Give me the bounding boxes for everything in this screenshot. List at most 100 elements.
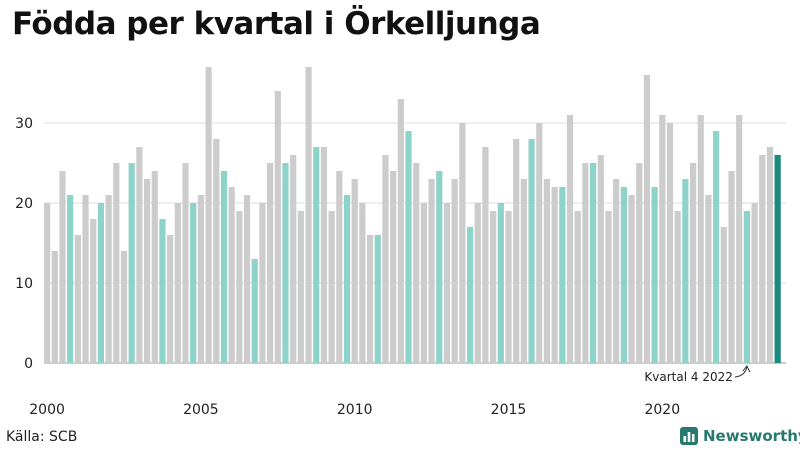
y-tick-label: 0: [24, 356, 33, 372]
bar: [320, 147, 328, 363]
bar: [174, 203, 181, 363]
bar: [397, 99, 404, 363]
bar: [59, 171, 66, 363]
bar: [743, 211, 750, 363]
chart-title: Födda per kvartal i Örkelljunga: [12, 6, 541, 42]
bar: [243, 195, 251, 363]
bar: [751, 203, 758, 363]
bar: [405, 131, 412, 363]
bar: [728, 171, 735, 363]
bar: [74, 235, 81, 363]
bar: [566, 115, 574, 363]
source-note: Källa: SCB: [6, 429, 78, 445]
bar: [774, 155, 781, 363]
bar: [720, 227, 727, 363]
bar: [589, 163, 597, 363]
bar: [620, 187, 627, 363]
bar: [651, 187, 658, 363]
bar: [267, 163, 274, 363]
bar: [313, 147, 320, 363]
bar: [159, 219, 166, 363]
bar: [359, 203, 366, 363]
bar: [713, 131, 720, 363]
bar: [528, 139, 535, 363]
bar: [390, 171, 397, 363]
bar: [351, 179, 358, 363]
annotation-arrow: [734, 366, 748, 378]
bar: [82, 195, 89, 363]
bar: [220, 171, 228, 363]
bar: [197, 195, 204, 363]
bar: [559, 187, 566, 363]
bar: [236, 211, 243, 363]
bar-chart-icon: [680, 427, 698, 445]
bar: [120, 251, 128, 363]
bar: [459, 123, 466, 363]
logo-text: Newsworthy: [703, 427, 800, 445]
bar: [505, 211, 512, 363]
annotation-label: Kvartal 4 2022: [644, 370, 732, 384]
bar: [574, 211, 581, 363]
x-tick-label: 2000: [29, 402, 65, 418]
x-tick-label: 2010: [337, 402, 373, 418]
bar: [167, 235, 174, 363]
bar: [605, 211, 612, 363]
bar: [551, 187, 558, 363]
bar: [143, 179, 151, 363]
y-tick-label: 20: [15, 196, 33, 212]
bar: [97, 203, 105, 363]
x-axis-ticks: 2000 2005 2010 2015 2020: [29, 402, 680, 418]
bar: [282, 163, 289, 363]
bar: [520, 179, 527, 363]
bar: [274, 91, 281, 363]
bar: [105, 195, 112, 363]
bar: [420, 203, 428, 363]
bar: [228, 187, 235, 363]
bar: [44, 203, 51, 363]
bar: [474, 203, 481, 363]
bar: [582, 163, 589, 363]
newsworthy-logo: Newsworthy: [680, 427, 800, 445]
y-tick-label: 30: [15, 116, 33, 132]
bar: [636, 163, 643, 363]
bar: [436, 171, 443, 363]
bar: [443, 203, 451, 363]
bar: [513, 139, 520, 363]
bar: [374, 235, 381, 363]
bar: [466, 227, 474, 363]
bar: [689, 163, 697, 363]
bar: [759, 155, 766, 363]
y-axis-ticks: 0 10 20 30: [15, 116, 33, 372]
bar: [290, 155, 297, 363]
bar: [666, 123, 674, 363]
bar: [613, 179, 620, 363]
bar: [490, 211, 497, 363]
bar: [643, 75, 651, 363]
bar: [259, 203, 266, 363]
bar: [705, 195, 712, 363]
bar: [343, 195, 351, 363]
bar: [597, 155, 604, 363]
bar: [659, 115, 666, 363]
bar: [766, 147, 774, 363]
bar: [482, 147, 489, 363]
bar: [366, 235, 374, 363]
bar: [51, 251, 58, 363]
bar: [205, 67, 212, 363]
bar: [336, 171, 343, 363]
bar: [67, 195, 74, 363]
bar: [113, 163, 120, 363]
bar: [190, 203, 197, 363]
bar: [328, 211, 335, 363]
bar: [674, 211, 681, 363]
bar: [213, 139, 220, 363]
x-tick-label: 2015: [491, 402, 527, 418]
bar: [697, 115, 704, 363]
bar: [382, 155, 389, 363]
annotation-arrowhead: [742, 365, 751, 373]
annotation: Kvartal 4 2022: [644, 365, 751, 384]
x-tick-label: 2020: [644, 402, 680, 418]
x-tick-label: 2005: [183, 402, 219, 418]
bars: [44, 67, 781, 363]
